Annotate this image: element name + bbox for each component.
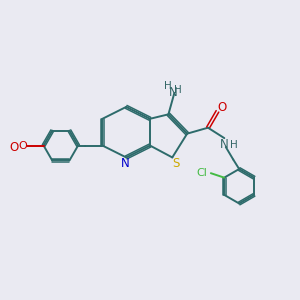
Text: S: S bbox=[172, 158, 179, 170]
Text: O: O bbox=[217, 101, 226, 114]
Text: N: N bbox=[220, 138, 229, 151]
Text: Cl: Cl bbox=[196, 168, 207, 178]
Text: O: O bbox=[19, 140, 27, 151]
Text: H: H bbox=[164, 81, 172, 92]
Text: N: N bbox=[169, 85, 178, 98]
Text: O: O bbox=[9, 140, 19, 154]
Text: N: N bbox=[121, 158, 130, 170]
Text: H: H bbox=[230, 140, 238, 150]
Text: H: H bbox=[174, 85, 182, 95]
